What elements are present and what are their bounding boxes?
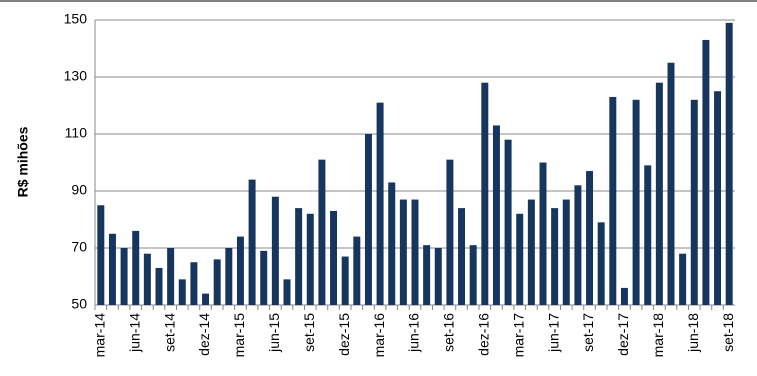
bar: [213, 259, 221, 305]
bar: [702, 39, 710, 305]
bar: [260, 250, 268, 305]
bar: [271, 196, 279, 305]
bar: [551, 208, 559, 305]
bar: [330, 210, 338, 305]
x-tick-label: mar-18: [650, 313, 666, 358]
x-tick-label: jun-16: [406, 313, 422, 353]
bar: [97, 205, 105, 305]
x-tick-label: set-17: [580, 313, 596, 352]
bar: [388, 182, 396, 305]
bar: [411, 199, 419, 305]
bar: [539, 162, 547, 305]
y-tick-label: 110: [65, 125, 88, 141]
bar: [667, 62, 675, 305]
bar: [295, 208, 303, 305]
bar: [143, 253, 151, 305]
y-axis-label: R$ mihões: [15, 126, 31, 197]
bar: [318, 159, 326, 305]
bar: [376, 102, 384, 306]
x-tick-label: set-14: [161, 313, 177, 352]
bar: [597, 222, 605, 305]
x-tick-label: dez-17: [615, 313, 631, 356]
y-tick-label: 150: [64, 11, 88, 27]
x-tick-label: mar-16: [371, 313, 387, 358]
bar: [132, 230, 140, 305]
y-tick-label: 90: [71, 182, 87, 198]
bar: [225, 248, 233, 305]
x-tick-label: jun-17: [545, 313, 561, 353]
bar: [364, 134, 372, 305]
bar: [446, 159, 454, 305]
bar: [504, 139, 512, 305]
bar: [714, 91, 722, 305]
bar: [434, 248, 442, 305]
bar: [725, 22, 733, 305]
x-tick-label: set-18: [720, 313, 736, 352]
bar: [120, 248, 128, 305]
x-tick-label: mar-14: [92, 313, 108, 358]
bar: [248, 179, 256, 305]
x-tick-label: mar-17: [510, 313, 526, 358]
bar: [644, 165, 652, 305]
bar: [574, 185, 582, 305]
bar: [655, 82, 663, 305]
x-tick-label: jun-15: [266, 313, 282, 353]
bar: [516, 213, 524, 305]
bar: [620, 287, 628, 305]
bar: [108, 233, 116, 305]
bar: [527, 199, 535, 305]
bar: [178, 279, 186, 305]
x-tick-label: jun-14: [126, 313, 142, 353]
bar: [423, 245, 431, 305]
bar: [167, 248, 175, 305]
bar: [190, 262, 198, 305]
bar: [586, 171, 594, 305]
y-tick-label: 130: [64, 68, 88, 84]
x-tick-label: jun-18: [685, 313, 701, 353]
bar: [679, 253, 687, 305]
bar: [632, 99, 640, 305]
bar: [155, 267, 163, 305]
x-tick-label: set-15: [301, 313, 317, 352]
bar: [236, 236, 244, 305]
bar: [469, 245, 477, 305]
y-tick-label: 50: [71, 296, 87, 312]
x-tick-label: set-16: [441, 313, 457, 352]
x-tick-label: mar-15: [231, 313, 247, 358]
bar: [562, 199, 570, 305]
bar: [283, 279, 291, 305]
x-tick-label: dez-15: [336, 313, 352, 356]
bar: [481, 82, 489, 305]
bar: [458, 208, 466, 305]
bar: [353, 236, 361, 305]
bar: [341, 256, 349, 305]
bar: [399, 199, 407, 305]
bar: [492, 125, 500, 305]
bar: [690, 99, 698, 305]
bar: [202, 293, 210, 305]
x-tick-label: dez-16: [476, 313, 492, 356]
x-tick-label: dez-14: [196, 313, 212, 356]
bar: [609, 96, 617, 305]
bar: [306, 213, 314, 305]
y-tick-label: 70: [71, 239, 87, 255]
